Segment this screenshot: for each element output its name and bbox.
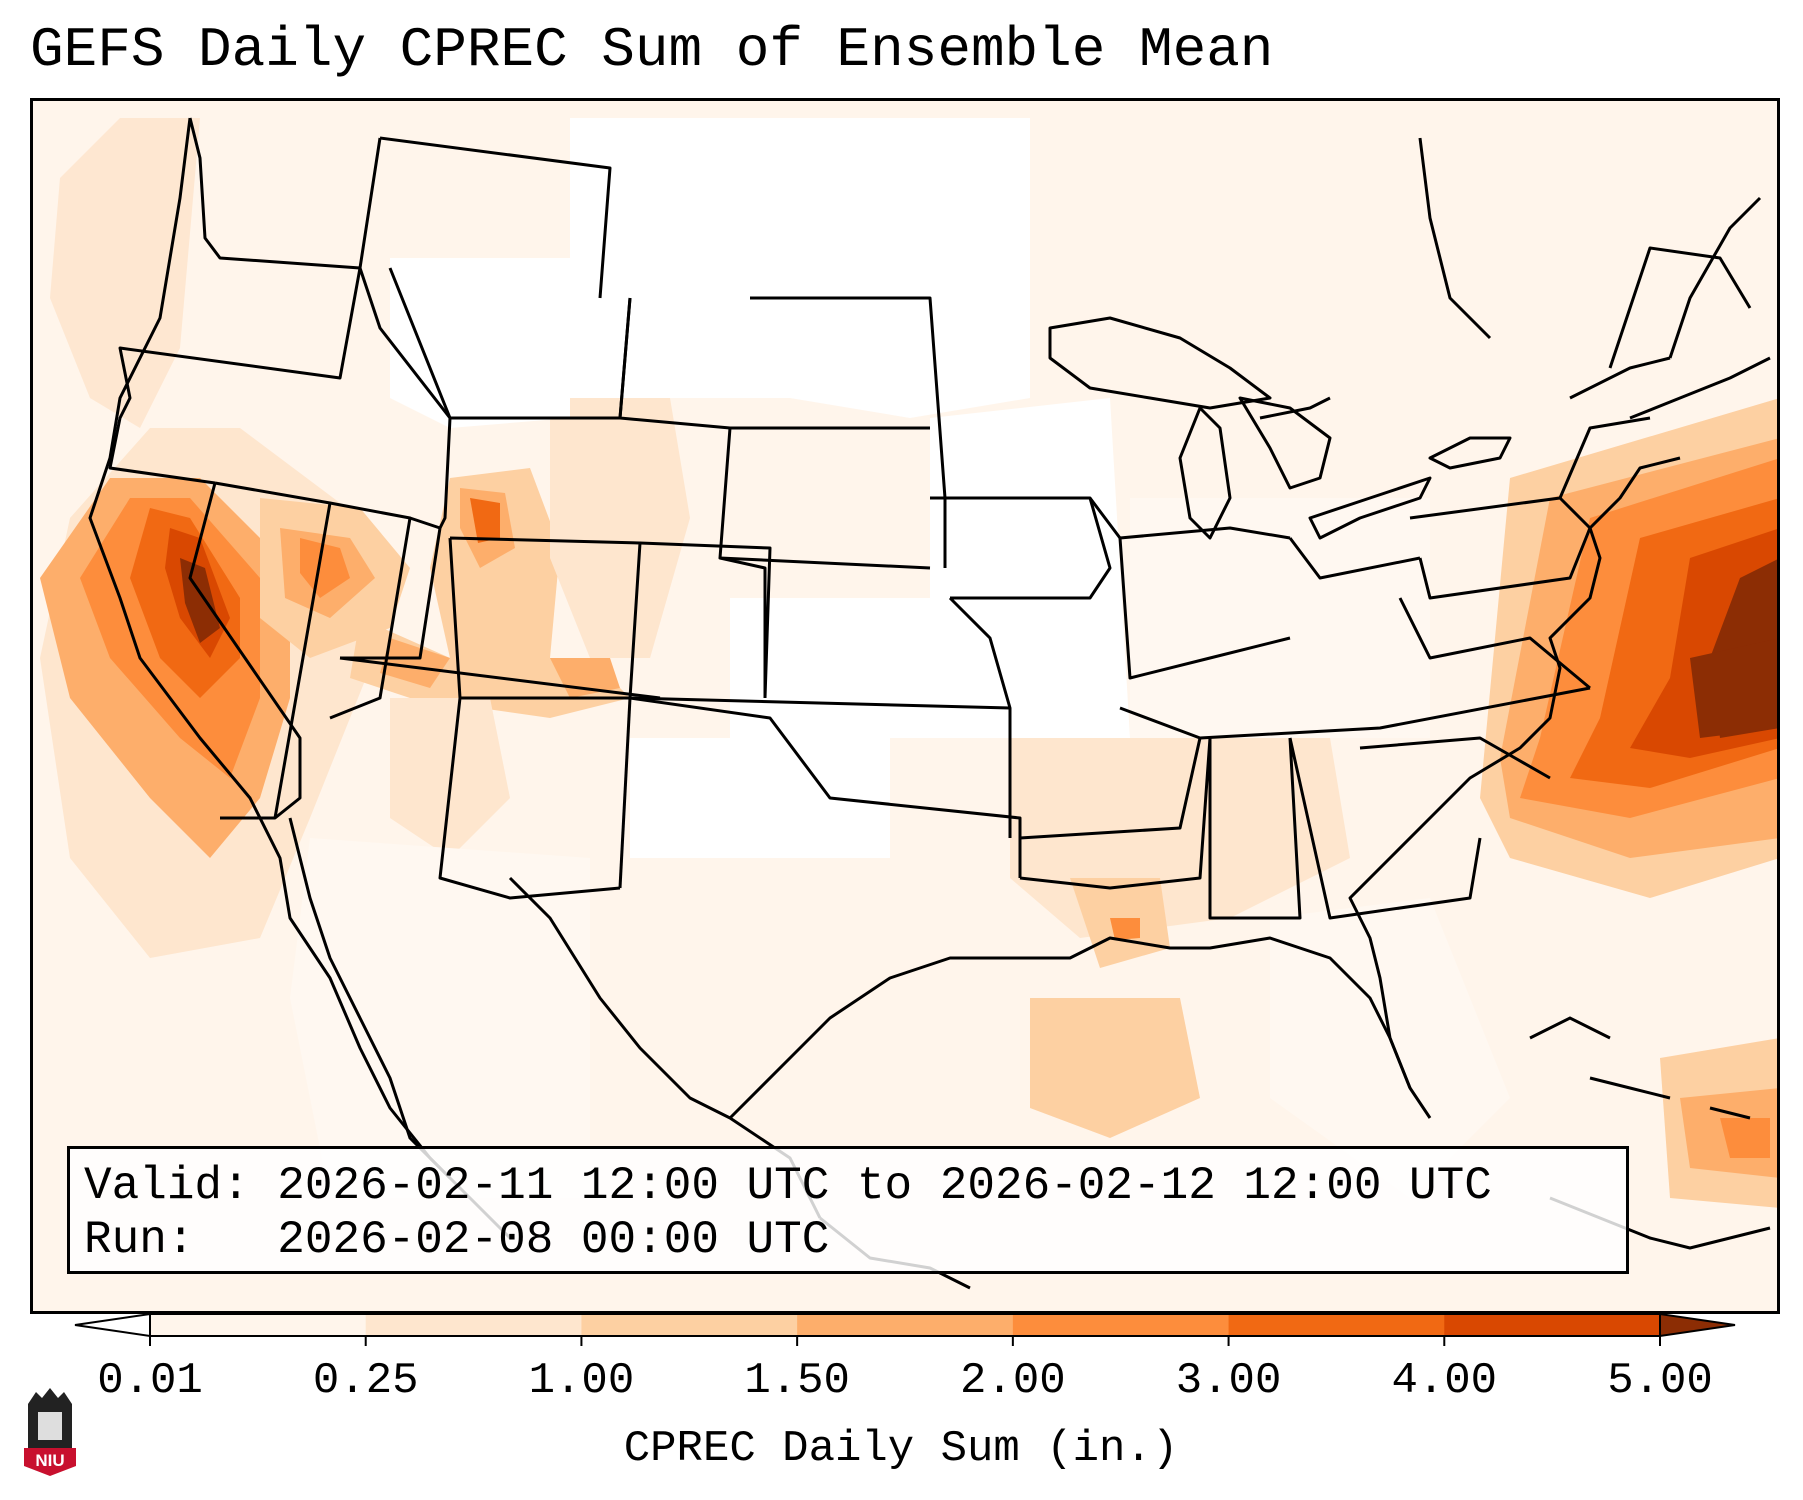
niu-logo: NIU — [24, 1388, 76, 1476]
colorbar-tick-label: 3.00 — [1176, 1356, 1282, 1406]
colorbar-tick-label: 5.00 — [1607, 1356, 1713, 1406]
colorbar-segment — [365, 1314, 582, 1336]
run-line: Run: 2026-02-08 00:00 UTC — [84, 1213, 1612, 1267]
colorbar-extend-high — [1659, 1312, 1736, 1338]
great-lakes — [1048, 316, 1512, 540]
colorbar-ticks: 0.01 0.25 1.00 1.50 2.00 3.00 4.00 5.00 — [97, 1336, 1713, 1406]
colorbar-segment — [1444, 1314, 1661, 1336]
valid-run-info-box: Valid: 2026-02-11 12:00 UTC to 2026-02-1… — [67, 1146, 1629, 1274]
colorbar-tick-label: 4.00 — [1391, 1356, 1497, 1406]
logo-shield-icon — [24, 1448, 76, 1476]
colorbar-tick-label: 0.01 — [97, 1356, 203, 1406]
colorbar-segment — [1228, 1314, 1445, 1336]
colorbar-extend-low — [74, 1312, 151, 1338]
colorbar-segment — [1012, 1314, 1230, 1336]
valid-value: 2026-02-11 12:00 UTC to 2026-02-12 12:00… — [277, 1160, 1492, 1212]
colorbar-segments — [74, 1312, 1736, 1338]
valid-label: Valid: — [84, 1160, 250, 1212]
map-frame — [30, 98, 1780, 1314]
castle-window-icon — [38, 1412, 62, 1440]
colorbar-segment — [797, 1314, 1014, 1336]
precipitation-map — [30, 98, 1780, 1314]
colorbar-tick-label: 1.50 — [744, 1356, 850, 1406]
colorbar-tick-label: 2.00 — [960, 1356, 1066, 1406]
colorbar-segment — [581, 1314, 798, 1336]
state-borders — [108, 117, 1752, 920]
colorbar-frame — [149, 1313, 1661, 1337]
colorbar: 0.01 0.25 1.00 1.50 2.00 3.00 4.00 5.00 CPREC D… — [74, 1312, 1736, 1474]
colorbar-tick-label: 0.25 — [313, 1356, 419, 1406]
colorbar-label: CPREC Daily Sum (in.) — [624, 1424, 1179, 1474]
colorbar-tick-label: 1.00 — [529, 1356, 635, 1406]
logo-text: NIU — [35, 1451, 64, 1470]
valid-line: Valid: 2026-02-11 12:00 UTC to 2026-02-1… — [84, 1159, 1612, 1213]
coastlines — [88, 117, 1771, 1290]
run-value: 2026-02-08 00:00 UTC — [277, 1214, 830, 1266]
map-title: GEFS Daily CPREC Sum of Ensemble Mean — [30, 18, 1274, 82]
run-label: Run: — [84, 1214, 195, 1266]
caribbean-islands — [1529, 1016, 1751, 1120]
colorbar-segment — [150, 1314, 367, 1336]
